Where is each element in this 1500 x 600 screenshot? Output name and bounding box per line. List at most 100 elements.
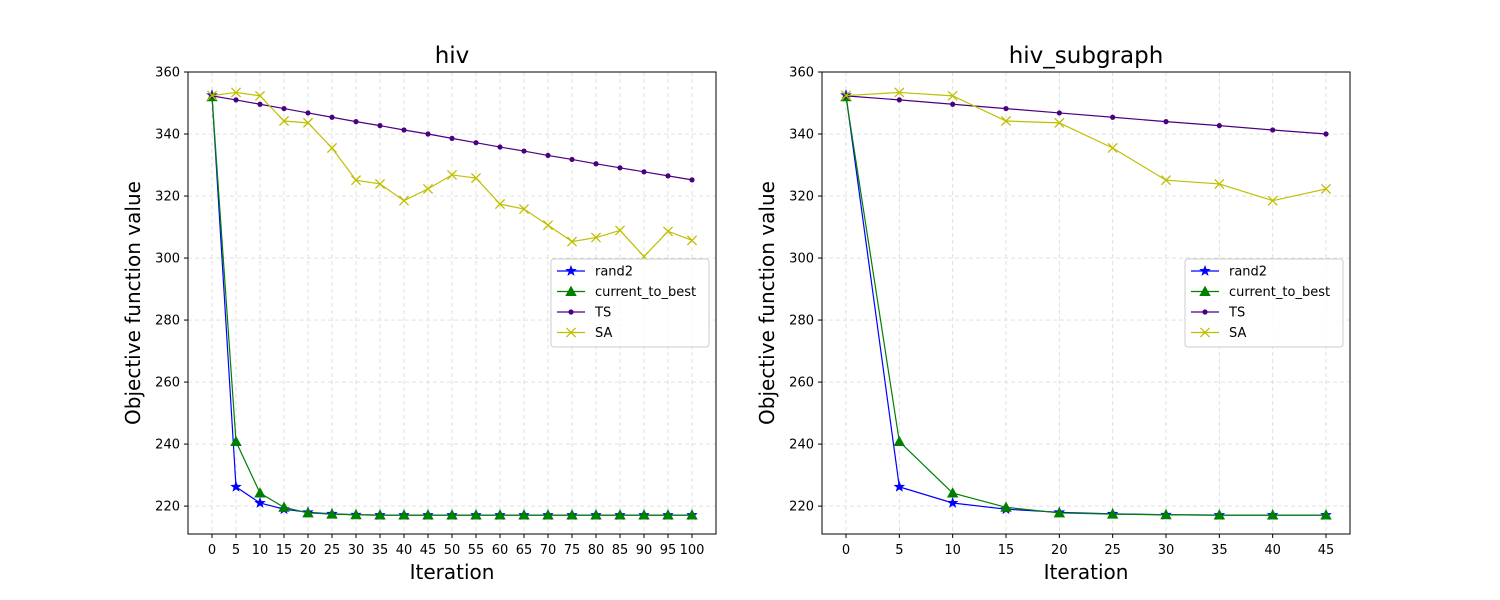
data-point <box>278 501 290 512</box>
data-point <box>894 87 905 98</box>
x-tick-label: 85 <box>612 543 629 558</box>
x-tick-label: 50 <box>444 543 461 558</box>
y-tick-label: 220 <box>789 500 814 515</box>
data-point <box>518 509 530 520</box>
data-point <box>1214 178 1225 189</box>
data-point <box>350 508 362 520</box>
gridlines <box>188 71 716 534</box>
data-point <box>470 172 482 184</box>
data-point <box>542 509 554 520</box>
legend-marker <box>1199 264 1211 276</box>
data-point <box>1054 117 1065 128</box>
data-point <box>494 199 506 210</box>
data-point <box>398 509 410 520</box>
data-point <box>449 135 455 141</box>
x-tick-label: 0 <box>208 543 216 558</box>
data-point <box>473 140 479 146</box>
data-point <box>422 183 434 194</box>
data-point <box>230 480 242 492</box>
data-point <box>617 165 623 171</box>
x-tick-label: 35 <box>372 543 389 558</box>
data-point <box>302 507 314 518</box>
data-point <box>1053 507 1066 518</box>
legend-label: SA <box>595 326 612 341</box>
data-point <box>665 173 671 179</box>
chart-title: hiv_subgraph <box>1009 43 1164 69</box>
x-tick-label: 95 <box>660 543 677 558</box>
chart-title: hiv <box>435 43 470 69</box>
data-point <box>350 175 362 186</box>
data-point <box>206 90 218 101</box>
x-tick-label: 25 <box>1104 543 1121 558</box>
data-point <box>638 509 650 520</box>
x-tick-label: 5 <box>232 543 240 558</box>
legend-label: current_to_best <box>595 285 696 300</box>
x-tick-label: 55 <box>468 543 485 558</box>
x-tick-label: 80 <box>588 543 605 558</box>
x-tick-label: 75 <box>564 543 581 558</box>
plot-frame <box>187 71 717 535</box>
data-point <box>401 127 407 133</box>
data-point <box>1056 110 1062 116</box>
data-point <box>593 161 599 167</box>
data-point <box>398 195 410 206</box>
data-point <box>689 177 695 183</box>
data-point <box>1267 195 1278 206</box>
x-tick-label: 40 <box>396 543 413 558</box>
data-point <box>893 435 906 447</box>
y-tick-label: 340 <box>155 128 180 143</box>
legend-marker <box>1199 285 1211 296</box>
data-point <box>1216 123 1222 129</box>
data-point <box>1160 175 1172 186</box>
legend-marker <box>568 309 574 315</box>
data-point <box>545 152 551 159</box>
series-line <box>845 91 1327 202</box>
chart-0: 0 5 10 15 20 25 30 35 40 45 50 55 60 65 70 75 80 85 90 95 10… <box>121 43 717 584</box>
chart-1: 0 5 10 15 20 25 30 35 40 45 220 240 260 280 300 320 340 3… <box>755 43 1351 584</box>
data-point <box>1000 501 1012 512</box>
data-point <box>446 169 458 181</box>
legend-marker <box>1199 327 1211 338</box>
data-point <box>1266 509 1279 520</box>
y-axis-label: Objective function value <box>121 181 145 425</box>
x-tick-label: 20 <box>1051 543 1068 558</box>
data-point <box>590 509 602 520</box>
data-point <box>1323 131 1329 137</box>
legend-marker <box>565 285 577 296</box>
legend-item-SA: SA <box>557 326 612 341</box>
data-point <box>590 232 602 243</box>
data-point <box>569 156 575 163</box>
data-point <box>950 101 956 107</box>
legend-marker <box>1202 309 1208 315</box>
data-point <box>840 90 852 101</box>
data-point <box>686 509 698 520</box>
x-axis-label: Iteration <box>1044 560 1129 584</box>
x-tick-label: 45 <box>420 543 437 558</box>
legend-label: rand2 <box>1229 265 1267 280</box>
data-point <box>257 101 263 107</box>
x-tick-label: 30 <box>348 543 365 558</box>
y-tick-label: 280 <box>155 314 180 329</box>
legend-marker <box>565 327 577 338</box>
data-point <box>947 90 958 101</box>
data-point <box>470 509 482 520</box>
data-point <box>1213 509 1226 520</box>
data-point <box>326 142 338 154</box>
data-point <box>1270 127 1276 133</box>
data-point <box>1163 119 1169 125</box>
x-tick-label: 40 <box>1264 543 1281 558</box>
legend-item-TS: TS <box>557 306 611 321</box>
data-point <box>374 178 386 189</box>
data-point <box>542 220 554 231</box>
data-point <box>1107 142 1118 154</box>
data-point <box>422 509 434 520</box>
data-point <box>329 114 335 120</box>
y-tick-label: 260 <box>789 376 814 391</box>
series-TS <box>843 93 1329 137</box>
data-point <box>521 148 527 154</box>
data-point <box>1000 115 1012 127</box>
legend-item-current_to_best: current_to_best <box>557 285 696 300</box>
data-point <box>614 509 626 520</box>
data-point <box>302 117 314 128</box>
